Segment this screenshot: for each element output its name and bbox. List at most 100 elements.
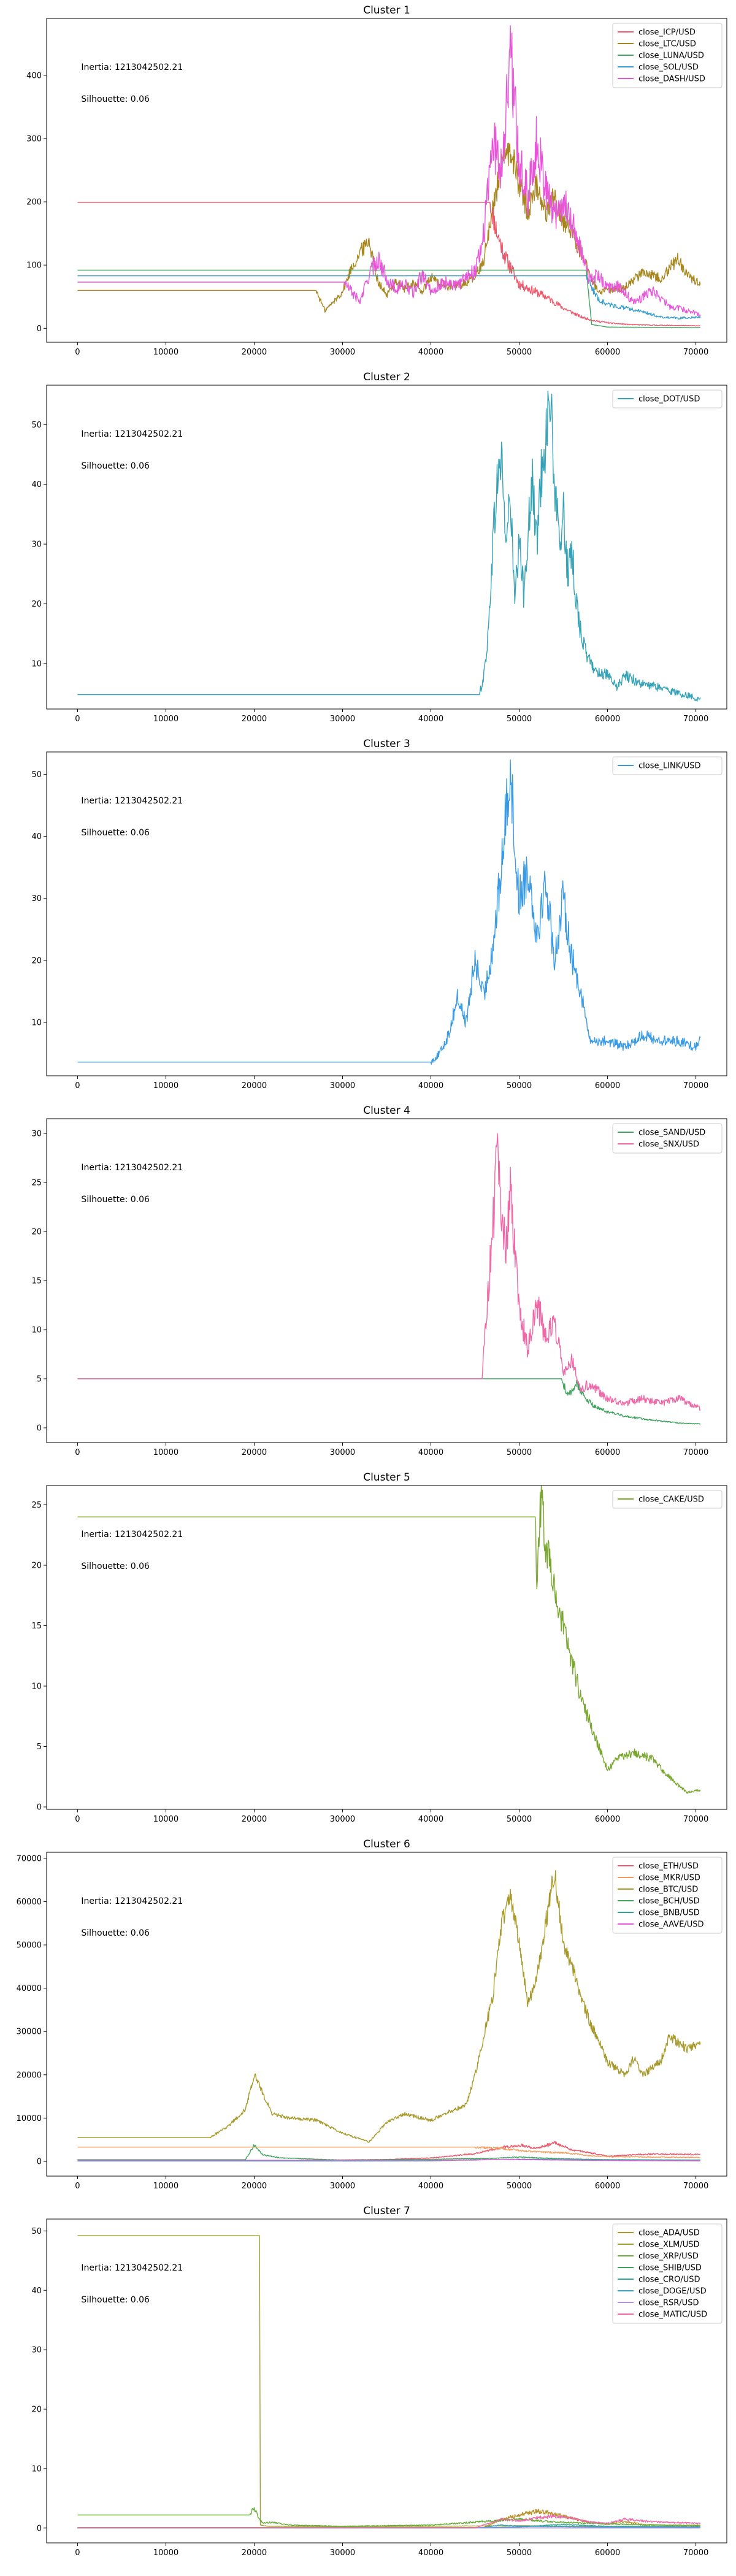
y-tick-label: 40000 (17, 1984, 42, 1993)
x-tick-label: 20000 (242, 715, 267, 724)
legend-label: close_XRP/USD (638, 2252, 699, 2261)
x-tick-label: 40000 (418, 1448, 443, 1457)
x-tick-label: 30000 (330, 1081, 355, 1091)
y-tick-label: 0 (37, 1803, 42, 1812)
y-tick-label: 40 (31, 832, 42, 841)
x-tick-label: 50000 (507, 2182, 532, 2191)
x-tick-label: 60000 (595, 1448, 620, 1457)
legend: close_LINK/USD (612, 756, 723, 775)
series-line-close-xlm-usd (77, 2235, 700, 2528)
series-group (77, 25, 701, 328)
x-tick-label: 30000 (330, 1448, 355, 1457)
series-line-close-mkr-usd (77, 2146, 701, 2158)
x-tick-label: 70000 (683, 1448, 708, 1457)
inertia-annotation: Inertia: 1213042502.21 (81, 1163, 183, 1173)
inertia-annotation: Inertia: 1213042502.21 (81, 429, 183, 439)
series-line-close-eth-usd (77, 2141, 701, 2161)
x-tick-label: 70000 (683, 2548, 708, 2558)
x-tick-label: 10000 (153, 348, 178, 357)
legend-label: close_CRO/USD (638, 2275, 700, 2285)
y-tick-label: 15 (31, 1622, 42, 1631)
x-tick-label: 30000 (330, 2182, 355, 2191)
legend-label: close_ETH/USD (638, 1862, 699, 1871)
legend-label: close_LTC/USD (638, 40, 696, 49)
legend-label: close_CAKE/USD (638, 1495, 704, 1505)
x-tick-label: 50000 (507, 348, 532, 357)
x-tick-label: 0 (75, 2182, 80, 2191)
chart-panel-5: Cluster 5 0 10000 20000 30000 40000 50000 60000… (31, 1471, 727, 1824)
chart-title: Cluster 4 (363, 1105, 410, 1117)
legend-label: close_ADA/USD (638, 2229, 700, 2238)
x-tick-label: 10000 (153, 715, 178, 724)
y-tick-label: 20 (31, 1228, 42, 1237)
y-tick-label: 20 (31, 600, 42, 609)
legend-box (612, 1490, 723, 1509)
legend-label: close_SOL/USD (638, 63, 699, 72)
chart-title: Cluster 7 (363, 2205, 410, 2217)
silhouette-annotation: Silhouette: 0.06 (81, 828, 150, 838)
x-tick-label: 20000 (242, 2182, 267, 2191)
axes-frame (46, 1852, 727, 2177)
series-group (77, 1870, 701, 2162)
x-tick-label: 10000 (153, 1448, 178, 1457)
chart-title: Cluster 2 (363, 371, 410, 383)
x-tick-label: 50000 (507, 1448, 532, 1457)
legend-label: close_ICP/USD (638, 28, 696, 37)
x-tick-label: 40000 (418, 2548, 443, 2558)
y-tick-label: 0 (37, 324, 42, 334)
axes-frame (46, 385, 727, 710)
y-tick-label: 0 (37, 1424, 42, 1433)
chart-panel-6: Cluster 6 0 10000 20000 30000 40000 50000 60000… (17, 1838, 727, 2191)
x-tick-label: 70000 (683, 1815, 708, 1824)
legend-label: close_RSR/USD (638, 2299, 699, 2308)
y-tick-label: 60000 (17, 1898, 42, 1907)
x-tick-label: 50000 (507, 1815, 532, 1824)
legend-label: close_DOT/USD (638, 395, 700, 404)
chart-panel-7: Cluster 7 0 10000 20000 30000 40000 50000 60000… (31, 2205, 727, 2558)
inertia-annotation: Inertia: 1213042502.21 (81, 1896, 183, 1906)
series-line-close-doge-usd (77, 2524, 700, 2529)
y-tick-label: 50 (31, 2227, 42, 2236)
axes-frame (46, 18, 727, 343)
series-line-close-dash-usd (77, 25, 701, 316)
legend: close_CAKE/USD (612, 1490, 723, 1509)
axes-frame (46, 751, 727, 1076)
y-tick-label: 20 (31, 2405, 42, 2415)
series-line-close-sol-usd (77, 275, 701, 320)
series-line-close-dot-usd (77, 390, 701, 702)
x-tick-label: 70000 (683, 2182, 708, 2191)
x-tick-label: 20000 (242, 2548, 267, 2558)
y-tick-label: 10000 (17, 2114, 42, 2123)
y-tick-label: 50 (31, 421, 42, 430)
y-tick-label: 300 (26, 134, 42, 144)
y-tick-label: 30 (31, 2346, 42, 2355)
silhouette-annotation: Silhouette: 0.06 (81, 2295, 150, 2305)
x-tick-label: 60000 (595, 2182, 620, 2191)
legend-label: close_LUNA/USD (638, 52, 704, 61)
x-tick-label: 70000 (683, 1081, 708, 1091)
y-tick-label: 40 (31, 2287, 42, 2296)
x-tick-label: 40000 (418, 2182, 443, 2191)
legend-label: close_MKR/USD (638, 1874, 700, 1883)
y-tick-label: 30 (31, 540, 42, 550)
y-tick-label: 5 (37, 1742, 42, 1752)
series-group (77, 1133, 701, 1425)
inertia-annotation: Inertia: 1213042502.21 (81, 63, 183, 72)
x-tick-label: 60000 (595, 715, 620, 724)
silhouette-annotation: Silhouette: 0.06 (81, 1928, 150, 1938)
y-tick-label: 40 (31, 480, 42, 489)
silhouette-annotation: Silhouette: 0.06 (81, 461, 150, 471)
x-tick-label: 0 (75, 715, 80, 724)
y-tick-label: 100 (26, 261, 42, 270)
x-tick-label: 40000 (418, 715, 443, 724)
x-tick-label: 10000 (153, 2182, 178, 2191)
legend: close_ICP/USD close_LTC/USD close_LUNA/USD… (612, 23, 723, 88)
legend: close_ETH/USD close_MKR/USD close_BTC/USDc… (612, 1857, 723, 1934)
legend-label: close_SAND/USD (638, 1129, 705, 1138)
chart-panel-3: Cluster 3 0 10000 20000 30000 40000 50000 60000… (31, 738, 727, 1091)
y-tick-label: 30 (31, 894, 42, 903)
legend-box (612, 1123, 723, 1154)
series-line-close-link-usd (77, 759, 701, 1065)
y-tick-label: 10 (31, 1019, 42, 1028)
